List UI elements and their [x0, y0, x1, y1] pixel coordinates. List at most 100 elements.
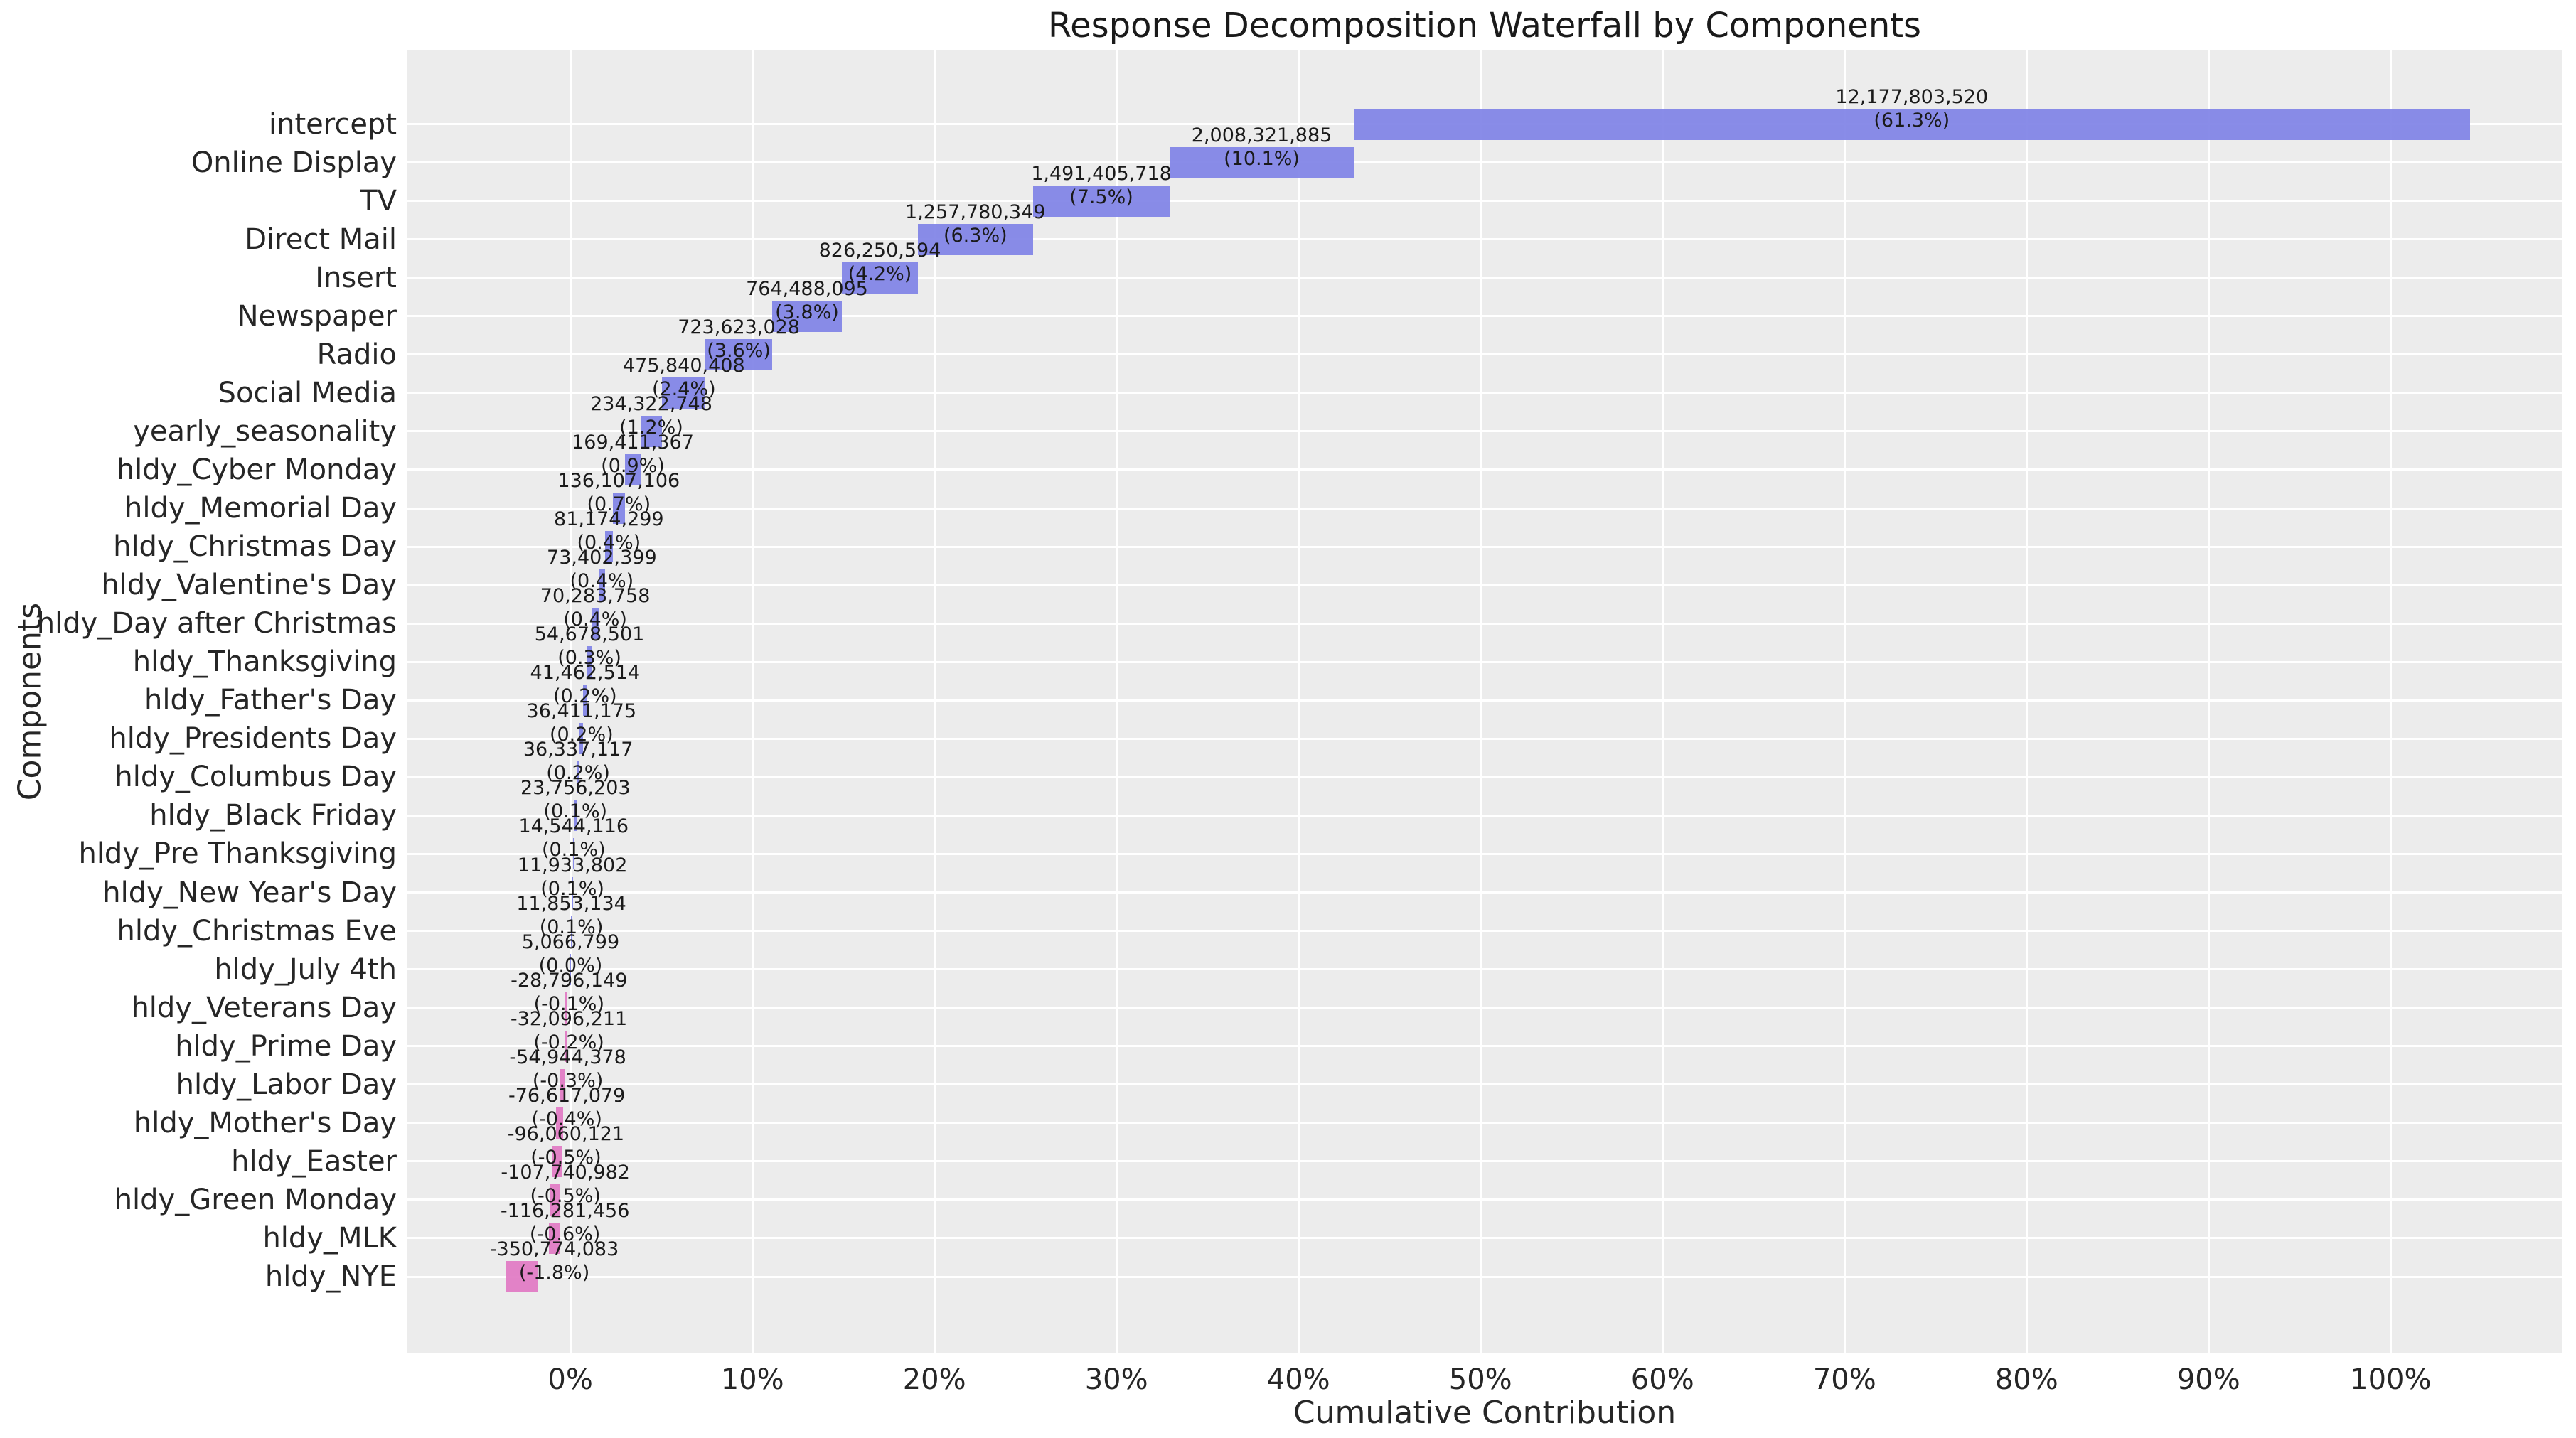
bar-value-label-Insert: 826,250,594 (4.2%) — [819, 239, 941, 286]
bar-value-label-Radio: 723,623,028 (3.6%) — [678, 316, 800, 363]
y-gridline-row-6 — [407, 353, 2562, 356]
bar-value-label-hldy_Memorial Day: 136,107,106 (0.7%) — [557, 469, 680, 516]
ytick-label-intercept: intercept — [269, 107, 397, 141]
bar-value-number: 2,008,321,885 — [1191, 124, 1332, 146]
bar-value-percent: (-0.6%) — [529, 1223, 601, 1245]
y-gridline-row-11 — [407, 545, 2562, 548]
bar-value-number: 136,107,106 — [557, 470, 680, 492]
bar-value-number: 41,462,514 — [530, 662, 641, 685]
ytick-label-Radio: Radio — [316, 338, 397, 371]
bar-value-percent: (0.2%) — [549, 724, 614, 746]
chart-title: Response Decomposition Waterfall by Comp… — [1047, 6, 1922, 45]
bar-hldy_Memorial Day — [612, 493, 626, 524]
bar-value-label-hldy_Valentine's Day: 73,402,399 (0.4%) — [547, 546, 657, 593]
y-gridline-row-4 — [407, 277, 2562, 279]
bar-value-percent: (7.5%) — [1069, 186, 1133, 208]
ytick-label-Newspaper: Newspaper — [237, 299, 397, 333]
bar-value-number: 12,177,803,520 — [1835, 85, 1989, 108]
y-gridline-row-26 — [407, 1122, 2562, 1125]
bar-value-number: -96,060,121 — [507, 1122, 625, 1145]
bar-value-percent: (0.4%) — [570, 570, 634, 593]
bar-value-percent: (1.2%) — [619, 416, 683, 439]
bar-value-number: 23,756,203 — [520, 777, 631, 800]
ytick-label-hldy_Green Monday: hldy_Green Monday — [114, 1183, 397, 1216]
bar-Radio — [705, 338, 772, 370]
bar-value-percent: (0.0%) — [538, 954, 603, 977]
xtick-label-40%: 40% — [1266, 1363, 1330, 1396]
y-gridline-row-24 — [407, 1045, 2562, 1048]
x-axis-title: Cumulative Contribution — [1293, 1395, 1677, 1431]
bar-yearly_seasonality — [640, 415, 663, 447]
bar-value-label-hldy_Pre Thanksgiving: 14,544,116 (0.1%) — [518, 815, 629, 862]
bar-hldy_Black Friday — [574, 800, 577, 832]
bar-value-percent: (61.3%) — [1874, 109, 1950, 132]
ytick-label-hldy_MLK: hldy_MLK — [262, 1221, 397, 1255]
ytick-label-hldy_Memorial Day: hldy_Memorial Day — [124, 492, 397, 525]
ytick-label-Direct Mail: Direct Mail — [245, 222, 397, 256]
bar-value-number: 723,623,028 — [678, 316, 800, 338]
y-gridline-row-8 — [407, 430, 2562, 433]
plot-area: 12,177,803,520 (61.3%) 2,008,321,885 (10.1%… — [407, 50, 2562, 1353]
bar-value-percent: (0.4%) — [577, 532, 641, 554]
bar-value-label-hldy_NYE: -350,774,083 (-1.8%) — [490, 1238, 619, 1284]
bar-value-percent: (0.1%) — [541, 839, 606, 862]
bar-hldy_Mother's Day — [556, 1107, 564, 1139]
bar-value-percent: (0.2%) — [552, 685, 617, 708]
bar-value-label-Online Display: 2,008,321,885 (10.1%) — [1192, 124, 1332, 171]
bar-TV — [1032, 185, 1170, 217]
y-gridline-row-29 — [407, 1237, 2562, 1240]
y-gridline-row-28 — [407, 1198, 2562, 1201]
y-gridline-row-21 — [407, 930, 2562, 933]
xtick-label-10%: 10% — [720, 1363, 784, 1396]
ytick-label-hldy_Day after Christmas: hldy_Day after Christmas — [36, 607, 397, 640]
bar-value-label-hldy_Columbus Day: 36,337,117 (0.2%) — [523, 738, 634, 785]
bar-value-label-hldy_New Year's Day: 11,933,802 (0.1%) — [518, 854, 628, 901]
y-gridline-row-13 — [407, 622, 2562, 625]
bar-value-label-Social Media: 475,840,408 (2.4%) — [623, 354, 745, 401]
ytick-label-hldy_NYE: hldy_NYE — [264, 1260, 397, 1293]
xtick-label-100%: 100% — [2350, 1363, 2432, 1396]
bar-value-label-hldy_July 4th: 5,066,799 (0.0%) — [522, 930, 619, 977]
bar-hldy_New Year's Day — [572, 876, 573, 908]
bar-value-label-hldy_Mother's Day: -76,617,079 (-0.4%) — [508, 1084, 625, 1131]
bar-value-label-hldy_MLK: -116,281,456 (-0.6%) — [501, 1199, 630, 1246]
bar-hldy_Green Monday — [550, 1184, 561, 1216]
y-gridline-row-10 — [407, 507, 2562, 510]
bar-hldy_Valentine's Day — [598, 569, 606, 601]
bar-value-percent: (6.3%) — [943, 224, 1008, 247]
ytick-label-hldy_Christmas Day: hldy_Christmas Day — [113, 530, 397, 564]
y-gridline-row-5 — [407, 315, 2562, 318]
bar-value-number: 764,488,095 — [746, 277, 868, 300]
ytick-label-hldy_Presidents Day: hldy_Presidents Day — [109, 722, 397, 756]
bar-value-number: 826,250,594 — [818, 239, 941, 262]
xtick-label-50%: 50% — [1448, 1363, 1512, 1396]
bar-value-number: 169,411,367 — [572, 431, 694, 454]
y-gridline-row-2 — [407, 200, 2562, 203]
bar-value-number: -350,774,083 — [489, 1238, 619, 1260]
bar-value-label-hldy_Veterans Day: -28,796,149 (-0.1%) — [511, 969, 627, 1016]
ytick-label-hldy_Valentine's Day: hldy_Valentine's Day — [101, 569, 397, 602]
bar-value-number: -32,096,211 — [510, 1007, 628, 1030]
y-gridline-row-1 — [407, 161, 2562, 164]
bar-hldy_Veterans Day — [565, 992, 568, 1024]
bar-value-percent: (-0.5%) — [530, 1184, 601, 1207]
bar-hldy_Columbus Day — [576, 761, 580, 793]
bar-hldy_July 4th — [570, 953, 572, 985]
xtick-label-80%: 80% — [1994, 1363, 2058, 1396]
bar-value-label-Direct Mail: 1,257,780,349 (6.3%) — [905, 200, 1046, 247]
ytick-label-hldy_July 4th: hldy_July 4th — [214, 953, 397, 986]
bar-hldy_Christmas Eve — [570, 915, 572, 947]
ytick-label-Insert: Insert — [315, 261, 397, 294]
y-gridline-row-23 — [407, 1007, 2562, 1009]
bar-value-percent: (3.8%) — [775, 301, 839, 323]
bar-value-number: -76,617,079 — [508, 1084, 626, 1107]
bar-value-label-intercept: 12,177,803,520 (61.3%) — [1835, 85, 1988, 132]
bar-value-label-hldy_Father's Day: 41,462,514 (0.2%) — [530, 661, 641, 708]
y-gridline-row-9 — [407, 468, 2562, 471]
ytick-label-hldy_Father's Day: hldy_Father's Day — [144, 684, 397, 717]
bar-value-number: 475,840,408 — [622, 354, 745, 377]
ytick-label-hldy_Thanksgiving: hldy_Thanksgiving — [132, 645, 397, 679]
ytick-label-yearly_seasonality: yearly_seasonality — [133, 414, 397, 448]
ytick-label-hldy_Veterans Day: hldy_Veterans Day — [131, 991, 397, 1024]
